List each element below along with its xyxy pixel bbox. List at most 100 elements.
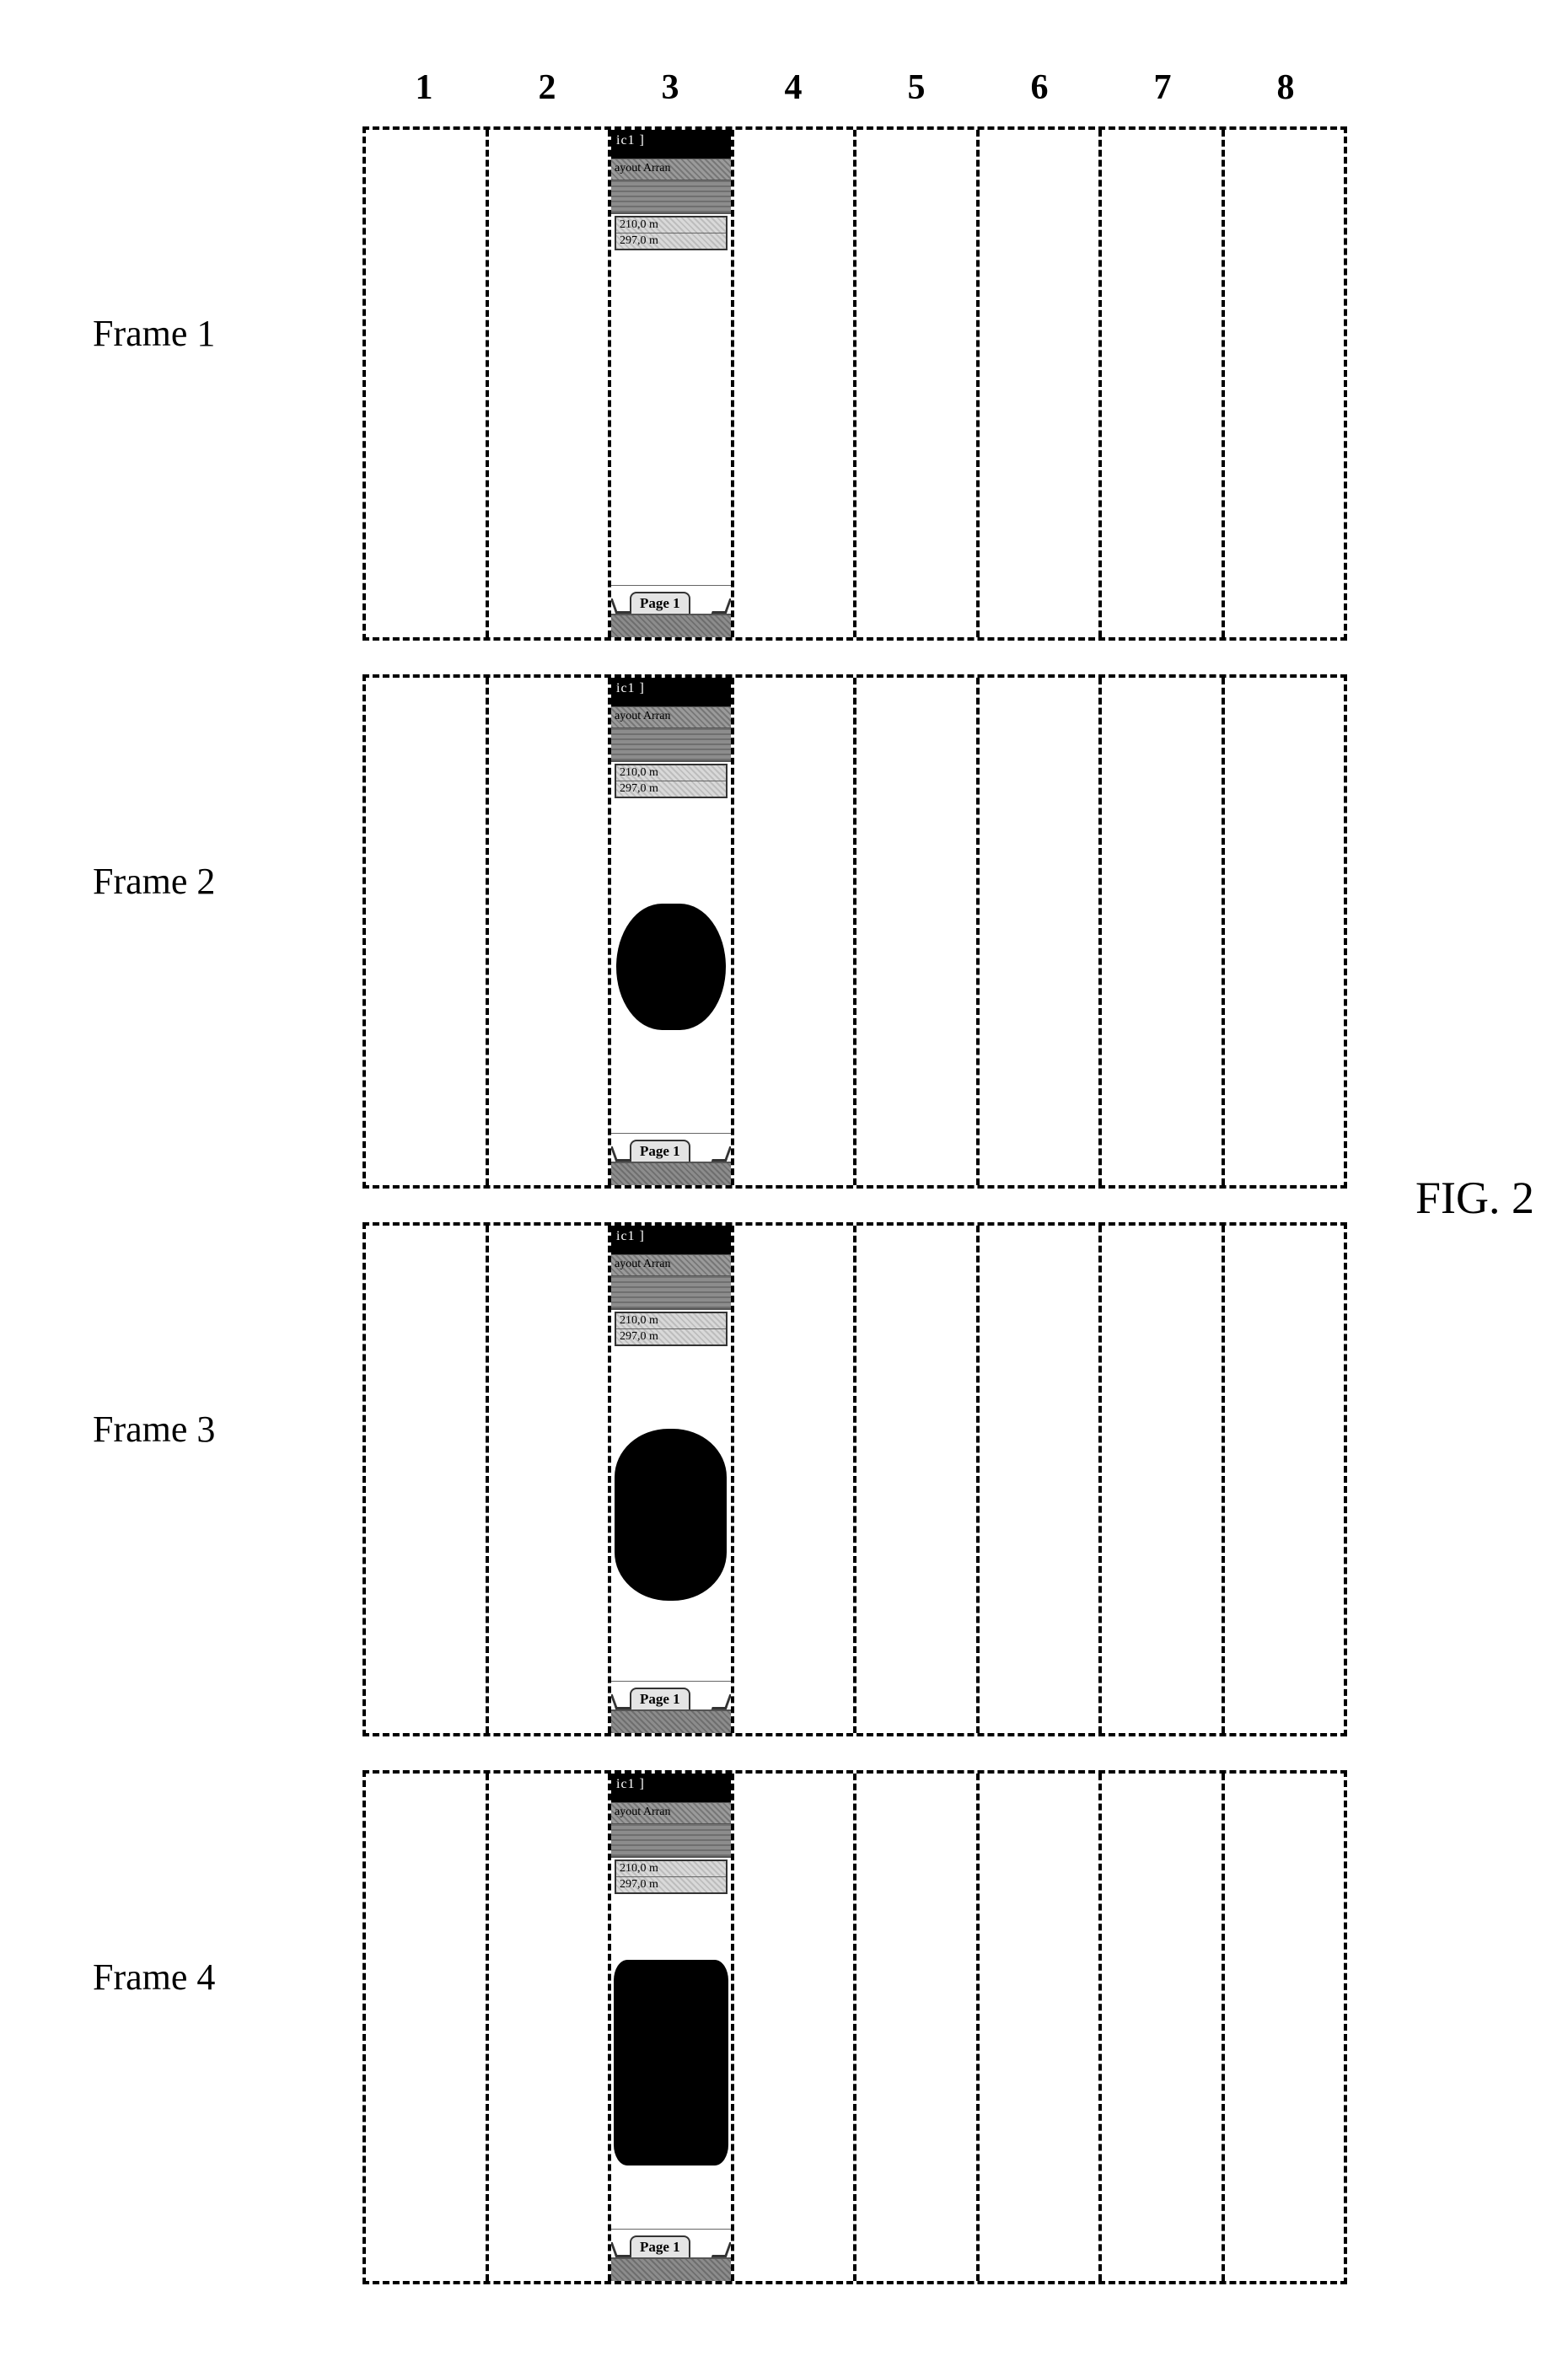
column-header: 5 — [855, 67, 978, 108]
menubar[interactable]: ayout Arran — [611, 1254, 731, 1276]
column-header: 8 — [1224, 67, 1347, 108]
grid-column — [1225, 678, 1345, 1185]
grid-column — [734, 678, 857, 1185]
column-header: 7 — [1101, 67, 1224, 108]
toolbar[interactable] — [611, 180, 731, 214]
frame-label: Frame 2 — [93, 860, 215, 903]
tab-bar: Page 1 — [611, 1681, 731, 1709]
grid-column — [856, 678, 980, 1185]
tab-notch-icon — [711, 2242, 730, 2257]
grid-column — [856, 130, 980, 637]
grid-column — [489, 678, 612, 1185]
toolbar[interactable] — [611, 1276, 731, 1310]
grid-column — [489, 1226, 612, 1733]
grid-column — [856, 1226, 980, 1733]
tab-notch-icon — [711, 598, 730, 614]
canvas-area — [611, 253, 731, 585]
toolbar[interactable] — [611, 728, 731, 762]
page-tab[interactable]: Page 1 — [630, 592, 690, 614]
dimensions-box: 210,0 m297,0 m — [615, 1860, 728, 1894]
titlebar: ic1 ] — [611, 130, 731, 158]
grid-column: ic1 ]ayout Arran 210,0 m297,0 m Page 1 — [611, 130, 734, 637]
page-tab[interactable]: Page 1 — [630, 1140, 690, 1162]
tab-notch-icon — [611, 1146, 631, 1162]
frame-grid: ic1 ]ayout Arran 210,0 m297,0 m Page 1 — [362, 1222, 1347, 1736]
frame-grid: ic1 ]ayout Arran 210,0 m297,0 m Page 1 — [362, 1770, 1347, 2284]
grid-column — [980, 130, 1103, 637]
grid-column — [734, 130, 857, 637]
grid-column — [1102, 1774, 1225, 2281]
grid-column — [1225, 1774, 1345, 2281]
menubar[interactable]: ayout Arran — [611, 1802, 731, 1824]
frames-column: Frame 1ic1 ]ayout Arran210,0 m297,0 mPag… — [110, 126, 1458, 2284]
column-header: 6 — [978, 67, 1101, 108]
drawn-shape — [614, 1960, 728, 2165]
grid-column — [734, 1226, 857, 1733]
drawn-shape — [615, 1429, 727, 1602]
column-header: 4 — [732, 67, 855, 108]
dimension-row: 210,0 m — [616, 1861, 726, 1877]
tab-bar: Page 1 — [611, 2229, 731, 2257]
column-header-row: 12345678 — [362, 67, 1458, 126]
canvas-area — [611, 1349, 731, 1681]
dimension-row: 210,0 m — [616, 217, 726, 233]
frame-label: Frame 3 — [93, 1408, 215, 1451]
tab-notch-icon — [611, 2242, 631, 2257]
grid-column — [1225, 130, 1345, 637]
grid-column — [1102, 678, 1225, 1185]
status-bar — [611, 1709, 731, 1733]
tab-notch-icon — [611, 1694, 631, 1709]
grid-column — [734, 1774, 857, 2281]
dimensions-box: 210,0 m297,0 m — [615, 1312, 728, 1346]
app-panel: ic1 ]ayout Arran 210,0 m297,0 m Page 1 — [611, 130, 731, 637]
dimension-row: 210,0 m — [616, 765, 726, 781]
titlebar: ic1 ] — [611, 1774, 731, 1802]
grid-column — [366, 1774, 489, 2281]
tab-notch-icon — [711, 1694, 730, 1709]
tab-bar: Page 1 — [611, 585, 731, 614]
tab-notch-icon — [611, 598, 631, 614]
page-tab[interactable]: Page 1 — [630, 2235, 690, 2257]
frame-block: Frame 4ic1 ]ayout Arran210,0 m297,0 mPag… — [110, 1770, 1458, 2284]
menubar[interactable]: ayout Arran — [611, 158, 731, 180]
toolbar[interactable] — [611, 1824, 731, 1858]
grid-column: ic1 ]ayout Arran 210,0 m297,0 m Page 1 — [611, 678, 734, 1185]
column-header: 3 — [609, 67, 732, 108]
dimension-row: 297,0 m — [616, 781, 726, 797]
grid-column: ic1 ]ayout Arran 210,0 m297,0 m Page 1 — [611, 1226, 734, 1733]
frame-block: Frame 3ic1 ]ayout Arran210,0 m297,0 mPag… — [110, 1222, 1458, 1736]
status-bar — [611, 614, 731, 637]
grid-column — [1102, 130, 1225, 637]
grid-column — [980, 678, 1103, 1185]
app-panel: ic1 ]ayout Arran 210,0 m297,0 m Page 1 — [611, 678, 731, 1185]
grid-column — [980, 1774, 1103, 2281]
canvas-area — [611, 801, 731, 1133]
dimensions-box: 210,0 m297,0 m — [615, 764, 728, 798]
column-header: 1 — [362, 67, 486, 108]
grid-column — [1225, 1226, 1345, 1733]
grid-column — [856, 1774, 980, 2281]
figure-container: 12345678 Frame 1ic1 ]ayout Arran210,0 m2… — [110, 67, 1458, 2318]
canvas-area — [611, 1897, 731, 2229]
menubar[interactable]: ayout Arran — [611, 706, 731, 728]
dimension-row: 297,0 m — [616, 1877, 726, 1892]
titlebar: ic1 ] — [611, 678, 731, 706]
tab-notch-icon — [711, 1146, 730, 1162]
dimension-row: 297,0 m — [616, 233, 726, 249]
grid-column — [366, 1226, 489, 1733]
dimension-row: 210,0 m — [616, 1313, 726, 1329]
column-header: 2 — [486, 67, 609, 108]
figure-label: FIG. 2 — [1415, 1172, 1534, 1224]
drawn-shape — [616, 904, 726, 1030]
dimension-row: 297,0 m — [616, 1329, 726, 1344]
dimensions-box: 210,0 m297,0 m — [615, 216, 728, 250]
frame-grid: ic1 ]ayout Arran 210,0 m297,0 m Page 1 — [362, 126, 1347, 641]
status-bar — [611, 2257, 731, 2281]
grid-column — [980, 1226, 1103, 1733]
grid-column — [489, 1774, 612, 2281]
page-tab[interactable]: Page 1 — [630, 1688, 690, 1709]
titlebar: ic1 ] — [611, 1226, 731, 1254]
grid-column — [1102, 1226, 1225, 1733]
frame-block: Frame 1ic1 ]ayout Arran210,0 m297,0 mPag… — [110, 126, 1458, 641]
frame-label: Frame 4 — [93, 1956, 215, 1999]
